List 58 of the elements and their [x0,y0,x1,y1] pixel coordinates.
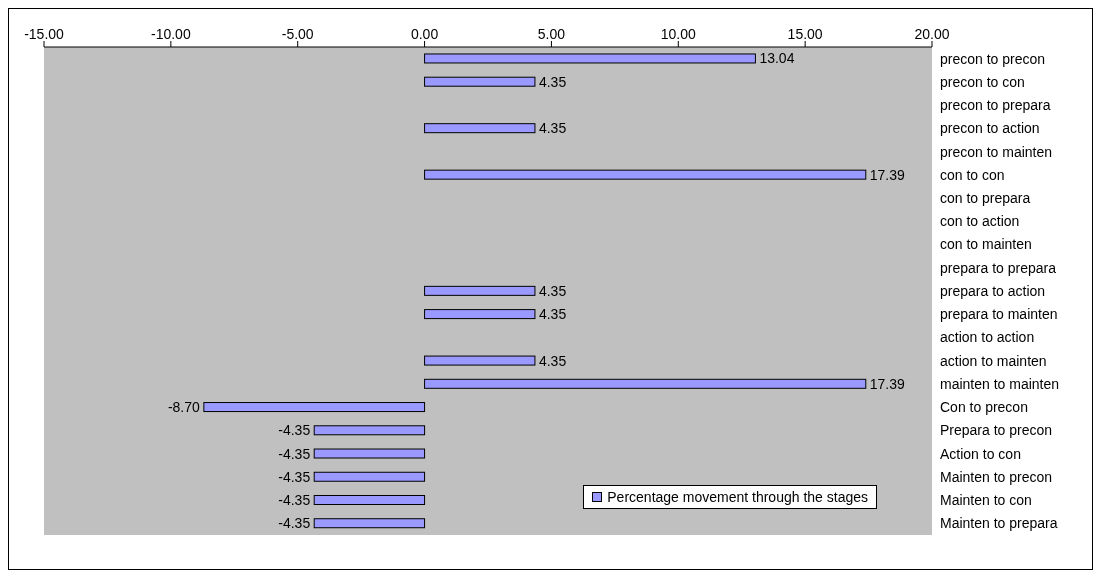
bar [313,425,426,436]
bar [424,53,756,64]
data-label: -4.35 [278,492,311,508]
y-tick-label: con to mainten [940,236,1032,253]
bar [313,471,426,482]
data-label: 13.04 [759,50,795,67]
x-tick-label: -15.00 [24,26,65,42]
y-tick-label: Prepara to precon [940,422,1053,439]
bar [424,378,867,389]
y-tick-label: action to mainten [940,352,1047,369]
data-label: 4.35 [538,306,567,323]
bar [424,309,536,320]
data-label: 4.35 [538,120,567,137]
y-tick-label: prepara to prepara [940,259,1057,276]
legend-label: Percentage movement through the stages [607,489,868,505]
data-label: 17.39 [869,375,906,392]
data-label: -4.35 [278,445,311,462]
y-tick-label: precon to prepara [940,97,1051,114]
x-tick-label: 10.00 [660,26,697,42]
y-tick-label: prepara to action [940,282,1046,299]
data-label: -4.35 [278,422,311,439]
bar [424,355,536,366]
y-tick-label: precon to precon [940,50,1046,67]
data-label: 4.35 [538,73,567,90]
bar [203,402,426,413]
y-tick-label: Con to precon [940,399,1028,416]
data-label: 17.39 [869,166,906,183]
x-tick-label: 20.00 [914,26,950,42]
x-tick-label: 5.00 [537,26,566,42]
x-tick-label: 15.00 [787,26,823,42]
y-tick-label: precon to con [940,73,1025,90]
x-tick-label: -10.00 [151,26,191,42]
bar [424,123,536,134]
data-label: -8.70 [167,399,201,416]
data-label: 4.35 [538,352,567,369]
y-tick-label: Mainten to precon [940,468,1053,485]
y-tick-label: action to action [940,329,1035,346]
bar [424,285,536,296]
y-tick-label: Mainten to con [940,492,1032,509]
y-tick-label: precon to mainten [940,143,1053,160]
y-tick-label: mainten to mainten [940,375,1060,392]
x-tick-label: 0.00 [410,26,439,42]
data-label: -4.35 [278,515,311,532]
y-tick-label: Mainten to prepara [940,515,1058,532]
y-tick-label: con to action [940,213,1020,230]
x-tick-label: -5.00 [281,26,314,42]
data-label: 4.35 [538,282,567,299]
y-tick-label: Action to con [940,445,1021,462]
bar [313,448,426,459]
y-tick-label: con to con [940,166,1005,183]
bar [313,495,426,505]
data-label: -4.35 [278,468,311,485]
y-tick-label: prepara to mainten [940,306,1058,323]
bar [424,76,536,87]
y-tick-label: precon to action [940,120,1040,137]
bar [424,169,867,180]
y-tick-label: con to prepara [940,190,1031,207]
bar [313,518,426,529]
